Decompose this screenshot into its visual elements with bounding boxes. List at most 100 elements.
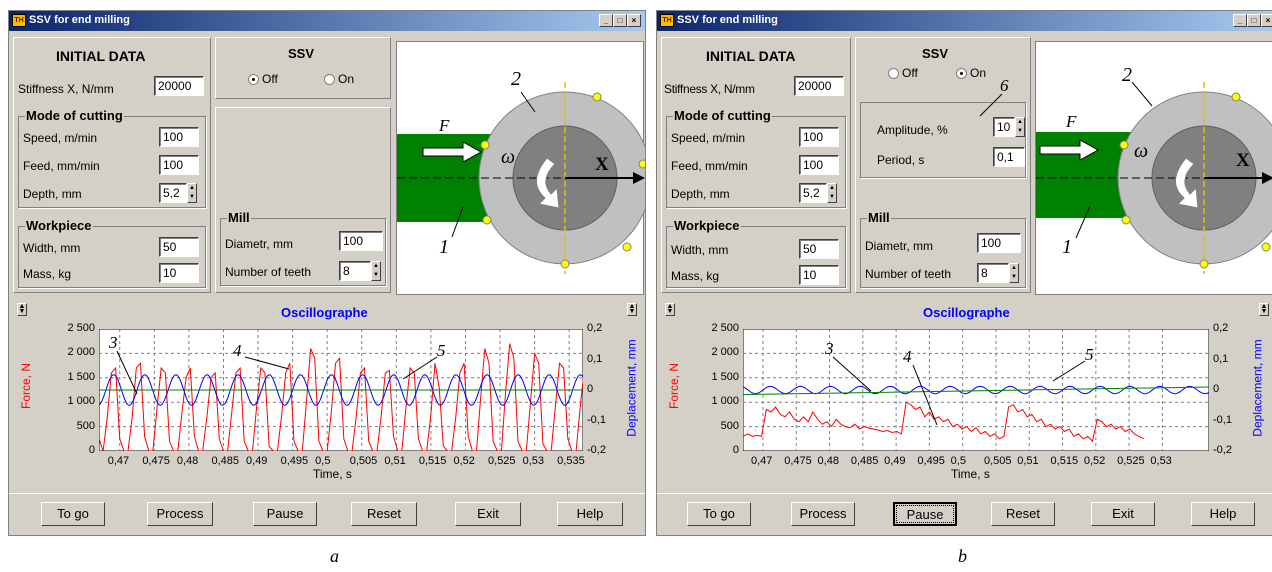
depth-spinner[interactable]: ▲ ▼ <box>187 183 197 203</box>
feed-input[interactable]: 100 <box>799 155 839 175</box>
depth-spinner[interactable]: ▲ ▼ <box>827 183 837 203</box>
teeth-input[interactable]: 8 <box>339 261 371 281</box>
workpiece-group: Workpiece Width, mm 50 Mass, kg 10 <box>18 218 206 288</box>
close-button[interactable]: × <box>1261 14 1272 27</box>
help-button[interactable]: Help <box>1191 502 1255 526</box>
x-tick: 0,49 <box>246 455 268 467</box>
x-tick: 0,525 <box>1117 455 1145 467</box>
diametr-input[interactable]: 100 <box>977 233 1021 253</box>
ssv-params-group: Amplitude, % 10 ▲ ▼ Period, s 0,1 <box>860 102 1026 178</box>
ssv-on-radio[interactable] <box>956 68 967 79</box>
exit-button[interactable]: Exit <box>455 502 521 526</box>
stiffness-input[interactable]: 20000 <box>794 76 844 96</box>
mode-heading: Mode of cutting <box>673 108 772 123</box>
speed-input[interactable]: 100 <box>799 127 839 147</box>
mass-input[interactable]: 10 <box>159 263 199 283</box>
curve-label-4: 4 <box>233 341 242 360</box>
x-tick: 0,52 <box>1083 455 1106 467</box>
x-tick: 0,525 <box>488 455 516 467</box>
teeth-spinner[interactable]: ▲ ▼ <box>1009 263 1019 283</box>
osc-left-toggle[interactable]: ▲ ▼ <box>17 303 27 316</box>
y-tick-left: 500 <box>76 419 95 432</box>
force-label: F <box>1066 112 1077 131</box>
ssv-off-radio[interactable] <box>888 68 899 79</box>
osc-title: Oscillographe <box>281 305 368 320</box>
app-icon: TH <box>12 14 26 27</box>
y-tick-left: 0 <box>88 444 95 456</box>
stiffness-label: Stiffness X, N/mm <box>664 82 755 96</box>
mass-label: Mass, kg <box>671 269 720 283</box>
y-tick-left: 1 000 <box>67 395 95 408</box>
series-line <box>99 374 583 406</box>
title-bar[interactable]: TH SSV for end milling _ □ × <box>9 11 645 31</box>
feed-label: Feed, mm/min <box>23 159 100 173</box>
stiffness-input[interactable]: 20000 <box>154 76 204 96</box>
ssv-label-6: 6 <box>1000 76 1009 95</box>
x-tick: 0,49 <box>884 455 906 467</box>
x-tick: 0,475 <box>142 455 170 467</box>
speed-label: Speed, m/min <box>23 131 98 145</box>
diametr-input[interactable]: 100 <box>339 231 383 251</box>
to-go-button[interactable]: To go <box>41 502 105 526</box>
teeth-spinner[interactable]: ▲ ▼ <box>371 261 381 281</box>
window-b: TH SSV for end milling _ □ × INITIAL DAT… <box>656 10 1272 536</box>
minimize-button[interactable]: _ <box>599 14 613 27</box>
ssv-on-radio[interactable] <box>324 74 335 85</box>
process-button[interactable]: Process <box>147 502 213 526</box>
amplitude-input[interactable]: 10 <box>993 117 1015 137</box>
depth-input[interactable]: 5,2 <box>799 183 827 203</box>
depth-input[interactable]: 5,2 <box>159 183 187 203</box>
workpiece-group: Workpiece Width, mm 50 Mass, kg 10 <box>666 218 846 288</box>
omega-label: ω <box>501 146 516 168</box>
minimize-button[interactable]: _ <box>1233 14 1247 27</box>
x-tick: 0,47 <box>107 455 130 467</box>
ssv-off-label: Off <box>262 72 278 86</box>
speed-input[interactable]: 100 <box>159 127 199 147</box>
osc-title: Oscillographe <box>923 305 1010 320</box>
omega-label: ω <box>1134 140 1149 162</box>
teeth-input[interactable]: 8 <box>977 263 1009 283</box>
help-button[interactable]: Help <box>557 502 623 526</box>
x-axis-label: Time, s <box>951 467 990 481</box>
y-tick-right: 0,1 <box>1213 352 1229 365</box>
osc-right-toggle[interactable]: ▲ ▼ <box>627 303 637 316</box>
app-icon: TH <box>660 14 674 27</box>
reset-button[interactable]: Reset <box>351 502 417 526</box>
mass-input[interactable]: 10 <box>799 265 839 285</box>
x-tick: 0,51 <box>1017 455 1039 467</box>
curve-label-5: 5 <box>1085 345 1094 364</box>
ssv-off-radio[interactable] <box>248 74 259 85</box>
window-title: SSV for end milling <box>29 14 130 26</box>
curve-label-3: 3 <box>825 339 834 358</box>
depth-label: Depth, mm <box>23 187 82 201</box>
width-input[interactable]: 50 <box>159 237 199 257</box>
close-button[interactable]: × <box>627 14 641 27</box>
osc-left-toggle[interactable]: ▲ ▼ <box>665 303 675 316</box>
maximize-button[interactable]: □ <box>613 14 627 27</box>
osc-right-toggle[interactable]: ▲ ▼ <box>1259 303 1269 316</box>
mill-group: Mill Diametr, mm 100 Number of teeth 8 ▲… <box>860 210 1026 288</box>
force-displacement-chart <box>99 329 583 451</box>
pause-button[interactable]: Pause <box>893 502 957 526</box>
width-input[interactable]: 50 <box>799 239 839 259</box>
mill-panel: Mill Diametr, mm 100 Number of teeth 8 ▲… <box>215 107 391 293</box>
title-bar[interactable]: TH SSV for end milling _ □ × <box>657 11 1272 31</box>
depth-label: Depth, mm <box>671 187 730 201</box>
exit-button[interactable]: Exit <box>1091 502 1155 526</box>
pause-button[interactable]: Pause <box>253 502 317 526</box>
period-input[interactable]: 0,1 <box>993 147 1025 167</box>
feed-input[interactable]: 100 <box>159 155 199 175</box>
reset-button[interactable]: Reset <box>991 502 1055 526</box>
to-go-button[interactable]: To go <box>687 502 751 526</box>
series-line <box>99 343 583 451</box>
process-button[interactable]: Process <box>791 502 855 526</box>
mass-label: Mass, kg <box>23 267 72 281</box>
amplitude-spinner[interactable]: ▲ ▼ <box>1015 117 1025 137</box>
y-tick-left: 2 000 <box>711 346 739 359</box>
force-label: F <box>439 116 450 135</box>
stiffness-label: Stiffness X, N/mm <box>18 82 114 96</box>
maximize-button[interactable]: □ <box>1247 14 1261 27</box>
y-tick-right: 0 <box>1213 383 1220 395</box>
diametr-label: Diametr, mm <box>225 237 294 251</box>
x-tick: 0,515 <box>418 455 447 467</box>
